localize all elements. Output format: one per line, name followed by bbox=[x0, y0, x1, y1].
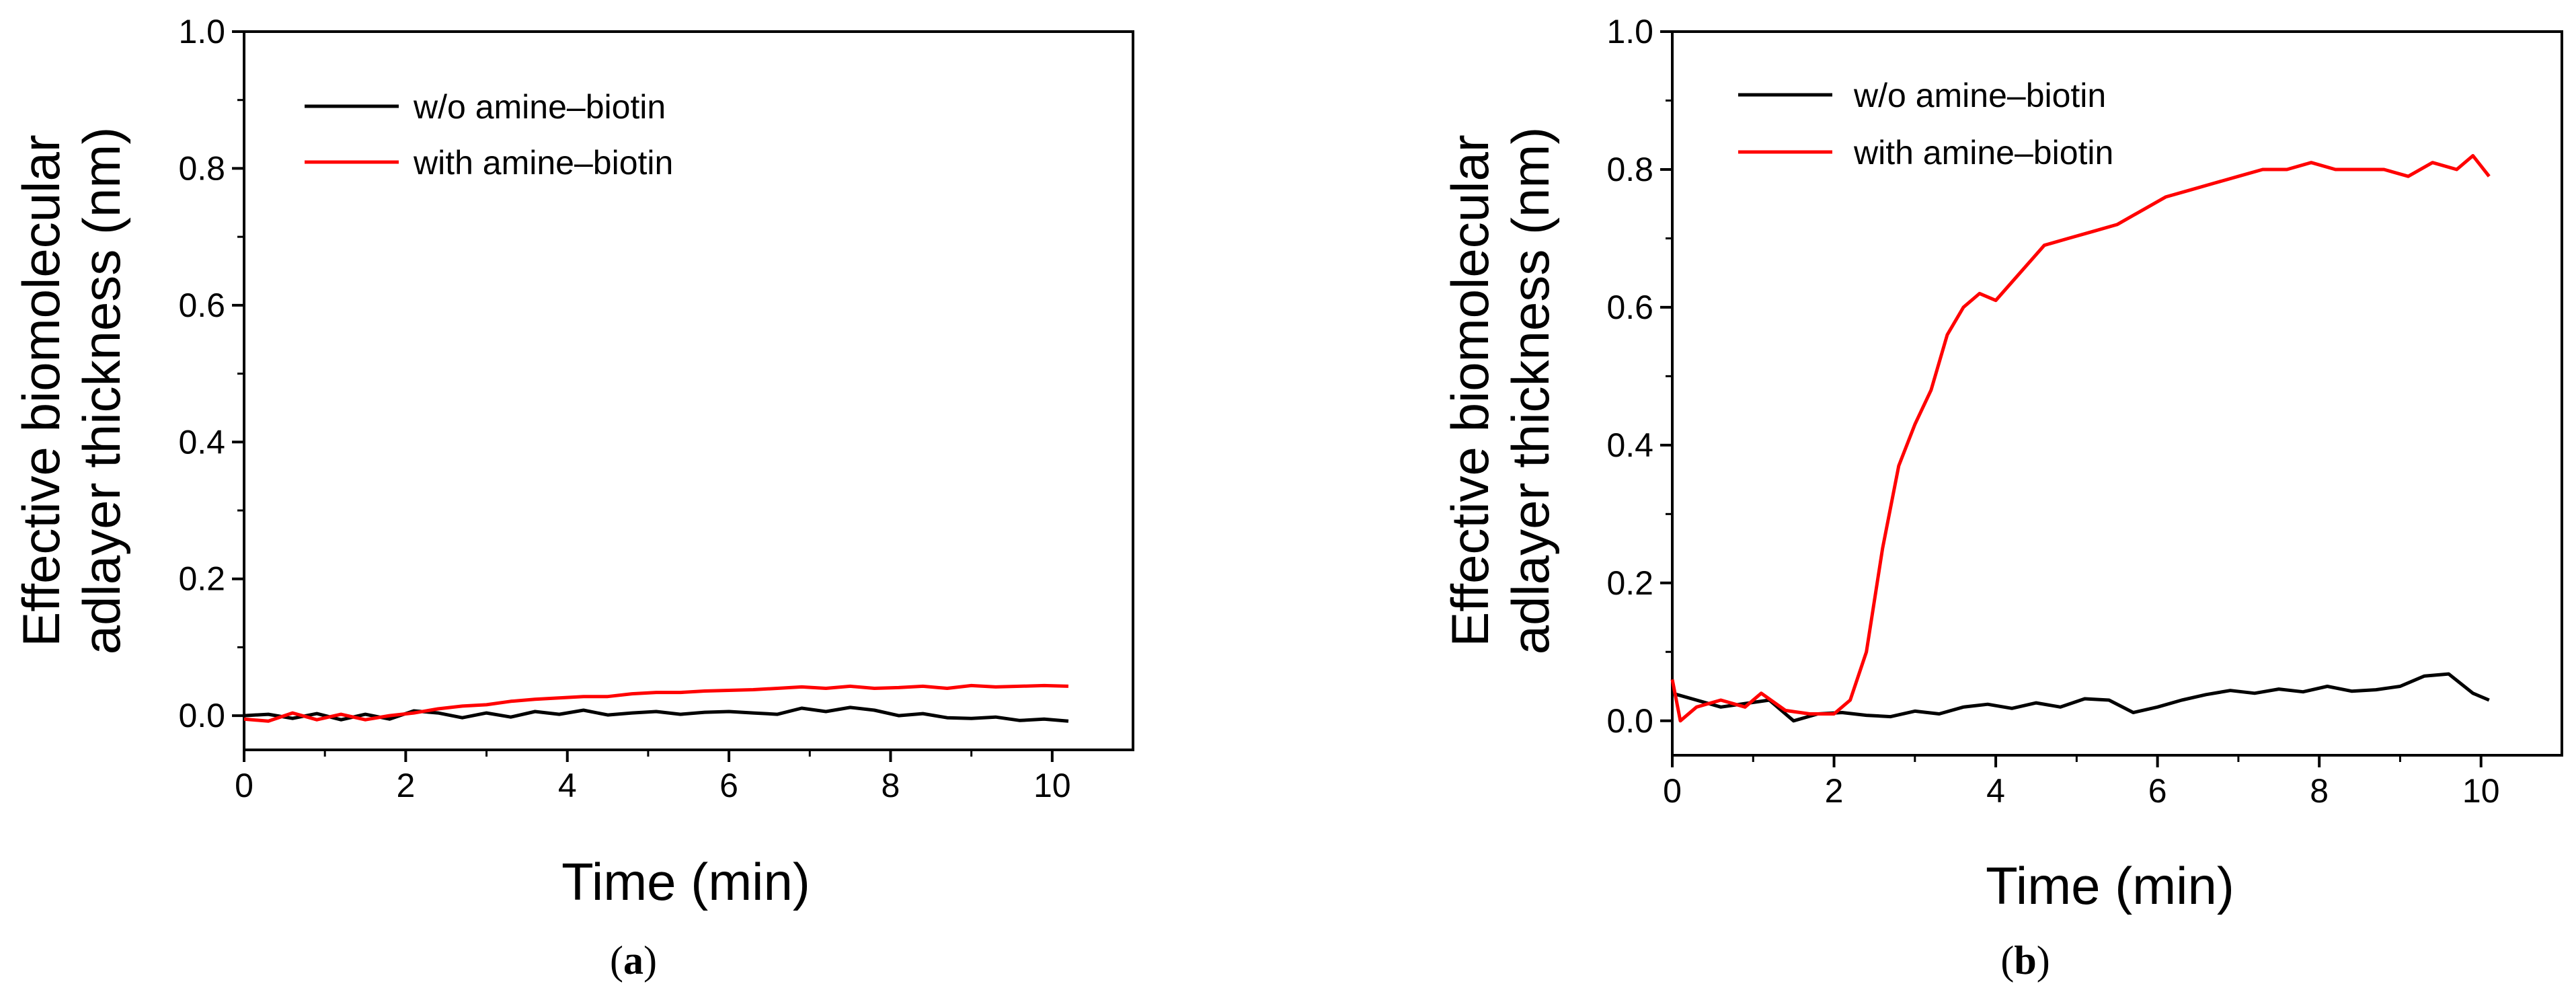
x-axis-label: Time (min) bbox=[561, 852, 810, 911]
axis-ticks: 0 2 4 6 8 10 0.0 0.2 0.4 0.6 0.8 1.0 bbox=[178, 13, 1070, 804]
y-tick-label: 0.0 bbox=[178, 697, 225, 734]
y-tick-label: 0.6 bbox=[178, 286, 225, 324]
axis-ticks: 0 2 4 6 8 10 0.0 0.2 0.4 0.6 0.8 1.0 bbox=[1606, 13, 2499, 810]
series-line-red bbox=[1670, 154, 2491, 723]
y-tick-label: 1.0 bbox=[178, 13, 225, 50]
legend-label-red: with amine–biotin bbox=[1853, 134, 2113, 171]
x-tick-label: 4 bbox=[1986, 772, 2005, 810]
legend-label-black: w/o amine–biotin bbox=[1853, 77, 2106, 114]
legend-label-black: w/o amine–biotin bbox=[413, 88, 666, 126]
x-tick-label: 4 bbox=[558, 767, 577, 804]
x-axis-label: Time (min) bbox=[1986, 856, 2234, 915]
x-tick-label: 2 bbox=[396, 767, 415, 804]
y-tick-label: 1.0 bbox=[1606, 13, 1653, 50]
y-axis-label-line2: adlayer thickness (nm) bbox=[72, 127, 131, 655]
plot-frame bbox=[1671, 30, 2563, 757]
x-tick-label: 8 bbox=[2310, 772, 2329, 810]
panel-letter: b bbox=[2014, 938, 2036, 983]
y-tick-label: 0.2 bbox=[1606, 564, 1653, 602]
x-tick-label: 10 bbox=[2462, 772, 2500, 810]
x-tick-label: 10 bbox=[1033, 767, 1071, 804]
legend-label-red: with amine–biotin bbox=[413, 144, 673, 182]
x-tick-label: 0 bbox=[1663, 772, 1682, 810]
x-tick-label: 6 bbox=[719, 767, 738, 804]
y-tick-label: 0.8 bbox=[1606, 151, 1653, 188]
x-tick-label: 6 bbox=[2148, 772, 2167, 810]
y-axis-label-line2: adlayer thickness (nm) bbox=[1501, 127, 1560, 655]
panel-caption: (a) bbox=[610, 938, 657, 983]
legend: w/o amine–biotin with amine–biotin bbox=[305, 88, 673, 182]
y-tick-label: 0.4 bbox=[1606, 426, 1653, 464]
y-axis-label-line1: Effective biomolecular bbox=[1440, 135, 1499, 647]
legend: w/o amine–biotin with amine–biotin bbox=[1738, 77, 2113, 171]
y-tick-label: 0.6 bbox=[1606, 289, 1653, 326]
series-lines bbox=[243, 683, 1069, 723]
y-axis-label-line1: Effective biomolecular bbox=[11, 135, 71, 647]
x-tick-label: 0 bbox=[235, 767, 253, 804]
chart-panel-a: 0 2 4 6 8 10 0.0 0.2 0.4 0.6 0.8 1.0 w/o amine–biot… bbox=[11, 13, 1134, 983]
panel-letter: a bbox=[623, 938, 643, 983]
y-tick-label: 0.4 bbox=[178, 423, 225, 461]
series-lines bbox=[1670, 154, 2491, 723]
chart-panel-b: 0 2 4 6 8 10 0.0 0.2 0.4 0.6 0.8 1.0 w/o amine–biot… bbox=[1440, 13, 2563, 983]
plot-frame bbox=[243, 30, 1134, 751]
x-tick-label: 8 bbox=[882, 767, 900, 804]
panel-caption: (b) bbox=[2000, 938, 2050, 983]
y-tick-label: 0.8 bbox=[178, 149, 225, 187]
series-line-black bbox=[1672, 672, 2490, 723]
y-tick-label: 0.0 bbox=[1606, 702, 1653, 740]
y-tick-label: 0.2 bbox=[178, 560, 225, 598]
x-tick-label: 2 bbox=[1825, 772, 1844, 810]
series-line-red bbox=[243, 683, 1068, 723]
